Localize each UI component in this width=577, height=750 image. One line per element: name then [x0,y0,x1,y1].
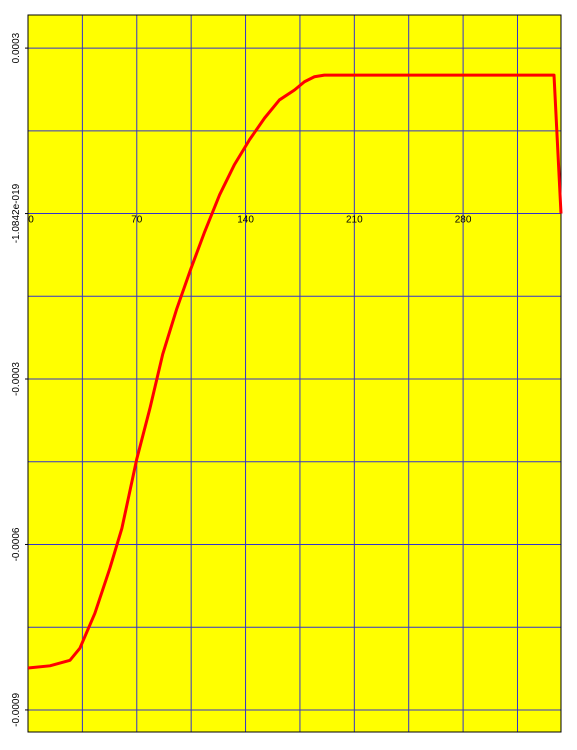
y-tick-label: -0.0009 [11,693,22,727]
x-tick-label: 70 [131,215,143,226]
y-tick-label: -0.0006 [11,527,22,561]
y-tick-label: -1.0842e-019 [11,183,22,243]
x-tick-label: 280 [455,215,472,226]
data-line [27,73,563,670]
plot-area [28,15,561,732]
y-tick-label: -0.0003 [11,362,22,396]
x-tick-label: 140 [237,215,254,226]
y-tick-label: 0.0003 [11,32,22,63]
x-tick-label: 0 [28,215,34,226]
plot-border [27,14,562,733]
x-tick-label: 210 [346,215,363,226]
